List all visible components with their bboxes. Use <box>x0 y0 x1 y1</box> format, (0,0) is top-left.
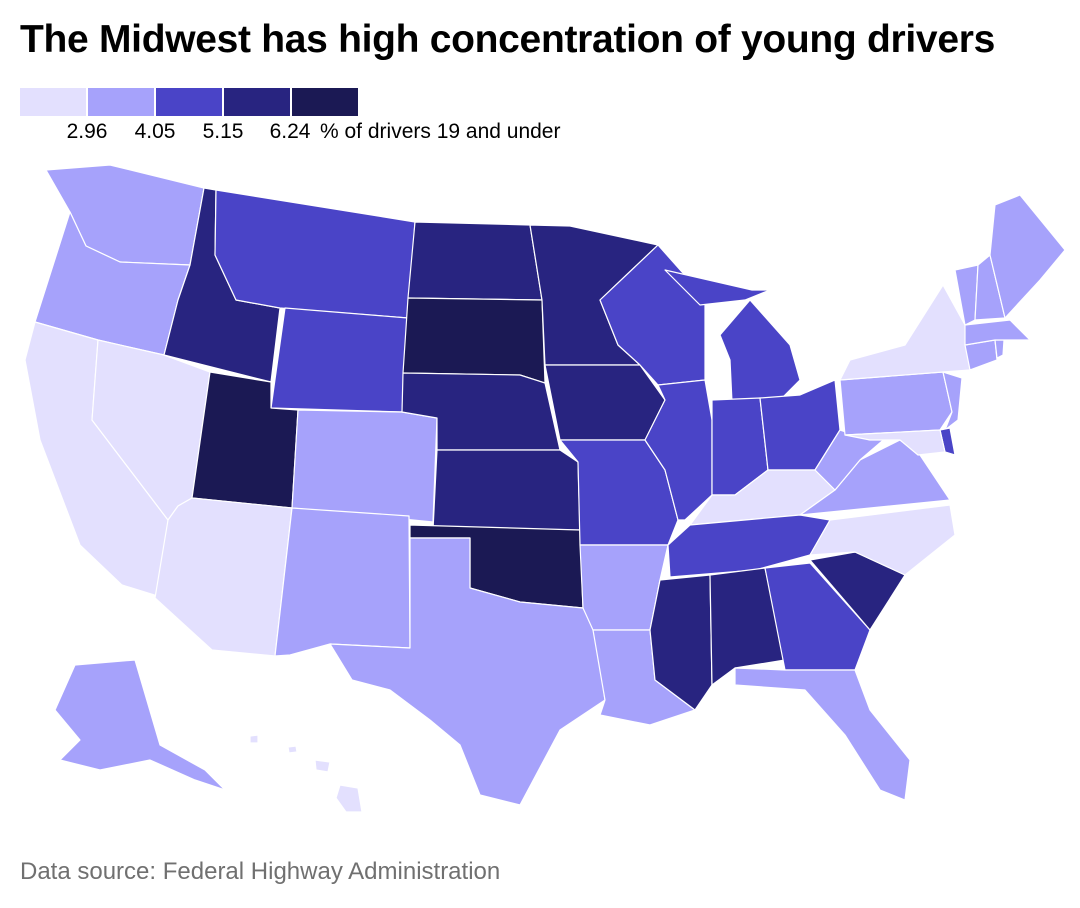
state-illinois: Illinois <box>644 379 713 521</box>
state-south-dakota: South Dakota <box>402 297 546 384</box>
state-new-jersey: New Jersey <box>942 371 963 431</box>
state-texas: Texas <box>329 537 606 806</box>
state-pennsylvania: Pennsylvania <box>839 371 953 436</box>
state-north-carolina: North Carolina <box>809 504 956 576</box>
state-alabama: Alabama <box>709 567 786 686</box>
us-choropleth-map: WashingtonOregonCaliforniaNevadaIdahoMon… <box>24 164 1066 813</box>
state-new-mexico: New Mexico <box>274 507 411 657</box>
legend-tick: 2.96 <box>66 120 108 143</box>
legend-swatch <box>292 88 358 116</box>
state-arizona: Arizona <box>154 497 293 657</box>
state-north-dakota: North Dakota <box>407 221 543 301</box>
state-montana: Montana <box>214 189 416 319</box>
state-georgia: Georgia <box>764 562 871 671</box>
state-florida: Florida <box>734 667 911 801</box>
state-iowa: Iowa <box>544 364 666 441</box>
state-maine: Maine <box>989 194 1066 319</box>
legend-swatch <box>20 88 86 116</box>
state-massachusetts: Massachusetts <box>964 319 1031 346</box>
state-maryland: Maryland <box>844 429 946 456</box>
state-new-york: New York <box>839 284 971 381</box>
legend-swatch <box>224 88 290 116</box>
state-rhode-island: Rhode Island <box>994 339 1005 359</box>
legend-swatch <box>156 88 222 116</box>
states-layer: WashingtonOregonCaliforniaNevadaIdahoMon… <box>24 164 1066 813</box>
state-alaska: Alaska <box>54 659 226 791</box>
state-wyoming: Wyoming <box>270 307 409 413</box>
state-michigan: Michigan <box>664 269 801 403</box>
color-legend: 2.96 4.05 5.15 6.24 % of drivers 19 and … <box>20 88 620 148</box>
state-kansas: Kansas <box>432 449 581 531</box>
legend-swatch <box>88 88 154 116</box>
legend-tick: 6.24 <box>269 120 311 143</box>
state-colorado: Colorado <box>291 409 438 523</box>
state-hawaii: Hawaii <box>249 734 363 813</box>
chart-title: The Midwest has high concentration of yo… <box>20 18 995 61</box>
data-source-note: Data source: Federal Highway Administrat… <box>20 858 501 885</box>
legend-tick: 5.15 <box>202 120 244 143</box>
legend-tick: 4.05 <box>134 120 176 143</box>
legend-label: % of drivers 19 and under <box>320 120 561 143</box>
